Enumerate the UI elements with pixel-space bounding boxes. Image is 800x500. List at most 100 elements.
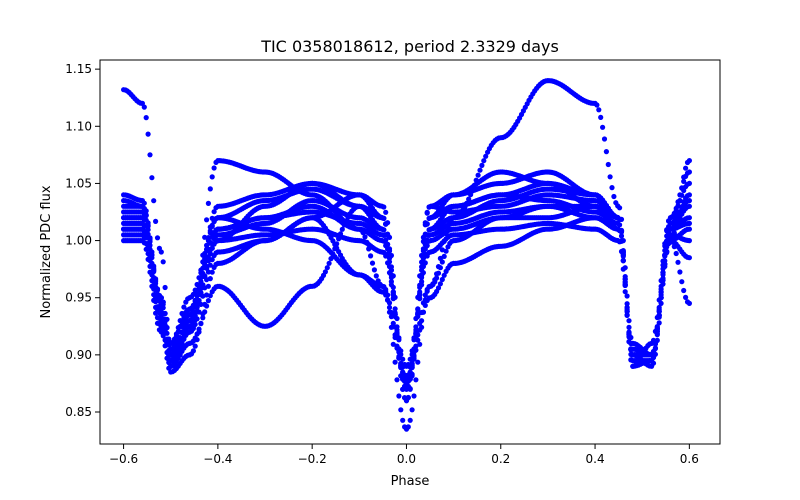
- data-point: [415, 359, 421, 365]
- x-axis-ticks: −0.6 −0.4 −0.2 0.0 0.2 0.4 0.6: [109, 444, 699, 466]
- data-point: [617, 222, 623, 228]
- data-point: [211, 165, 217, 171]
- data-point: [435, 270, 442, 276]
- x-tick-label: −0.4: [203, 452, 232, 466]
- data-point: [405, 424, 411, 430]
- data-point: [385, 246, 391, 252]
- data-point: [628, 340, 634, 347]
- data-point: [424, 237, 430, 243]
- data-point: [424, 209, 430, 215]
- data-point: [383, 292, 389, 298]
- data-point: [624, 308, 630, 314]
- data-point: [202, 301, 208, 307]
- y-tick-label: 1.15: [65, 62, 92, 76]
- data-point: [422, 246, 428, 252]
- data-point: [381, 215, 387, 221]
- data-point: [383, 209, 389, 215]
- data-point: [475, 172, 481, 178]
- data-point: [662, 258, 668, 264]
- data-point: [617, 239, 623, 245]
- data-point: [400, 356, 406, 362]
- data-point: [388, 282, 394, 288]
- x-tick-label: 0.2: [491, 452, 510, 466]
- data-point: [654, 325, 660, 331]
- data-point: [371, 267, 377, 273]
- data-point: [166, 353, 172, 359]
- data-point: [683, 294, 689, 300]
- data-point: [686, 238, 693, 244]
- data-point: [190, 348, 196, 354]
- data-point: [420, 234, 426, 240]
- data-point: [656, 312, 662, 318]
- data-point: [413, 377, 419, 383]
- data-point: [205, 298, 211, 304]
- data-point: [392, 306, 398, 312]
- data-point: [181, 304, 187, 310]
- data-point: [158, 300, 164, 306]
- data-point: [147, 152, 153, 158]
- data-point: [679, 279, 685, 285]
- data-point: [439, 259, 445, 265]
- data-point: [437, 265, 443, 271]
- data-point: [400, 371, 406, 377]
- data-point: [675, 199, 681, 205]
- data-point: [211, 209, 217, 215]
- data-point: [618, 228, 625, 234]
- data-point: [481, 158, 487, 164]
- data-point: [407, 356, 413, 362]
- data-point: [601, 136, 608, 142]
- data-point: [652, 339, 659, 345]
- data-point: [386, 259, 393, 265]
- data-point: [673, 205, 679, 211]
- data-point: [145, 131, 151, 137]
- data-point: [141, 206, 147, 212]
- data-point: [149, 175, 155, 181]
- data-point: [422, 220, 428, 226]
- data-point: [441, 272, 447, 278]
- data-point: [204, 263, 210, 269]
- data-point: [204, 217, 210, 223]
- data-point: [660, 275, 666, 281]
- data-point: [200, 315, 206, 321]
- data-point: [617, 216, 623, 222]
- data-point: [681, 287, 687, 294]
- data-point: [143, 234, 149, 240]
- data-point: [686, 203, 693, 209]
- data-point: [368, 253, 374, 259]
- data-point: [422, 302, 428, 308]
- data-point: [207, 186, 213, 192]
- data-point: [153, 218, 159, 224]
- data-point: [160, 316, 166, 322]
- data-point: [179, 324, 185, 330]
- data-point: [419, 282, 425, 288]
- data-point: [192, 343, 198, 349]
- data-point: [147, 237, 153, 243]
- data-point: [145, 223, 151, 229]
- data-point: [677, 269, 683, 275]
- data-point: [420, 309, 426, 315]
- y-tick-label: 0.90: [65, 348, 92, 362]
- data-point: [679, 185, 685, 191]
- data-point: [411, 356, 417, 362]
- data-point: [624, 293, 630, 299]
- data-point: [664, 239, 670, 245]
- data-point: [620, 250, 626, 256]
- data-point: [624, 301, 630, 307]
- x-axis-label: Phase: [391, 474, 430, 489]
- data-point: [179, 335, 185, 341]
- data-point: [405, 384, 411, 390]
- data-point: [686, 226, 693, 232]
- y-tick-label: 1.10: [65, 119, 92, 133]
- data-point: [158, 312, 164, 318]
- data-point: [386, 255, 393, 261]
- data-point: [407, 417, 413, 423]
- data-point: [422, 241, 428, 247]
- data-point: [626, 330, 632, 336]
- data-point: [620, 266, 626, 272]
- data-point: [154, 315, 161, 321]
- data-point: [594, 102, 600, 108]
- data-point: [207, 247, 213, 253]
- data-point: [386, 304, 393, 311]
- data-point: [618, 233, 625, 239]
- data-point: [396, 335, 402, 341]
